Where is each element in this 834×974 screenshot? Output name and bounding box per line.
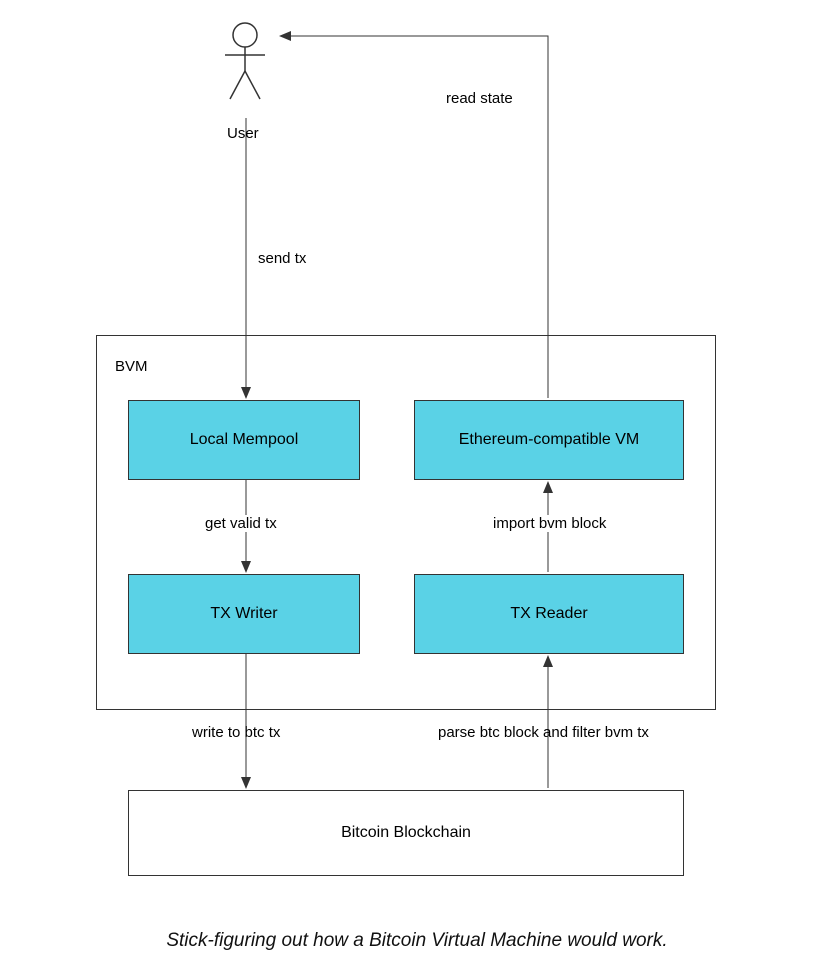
bvm-container-label: BVM	[115, 358, 148, 375]
node-ethereum-vm: Ethereum-compatible VM	[414, 400, 684, 480]
edge-label-send-tx: send tx	[258, 250, 306, 267]
diagram-caption: Stick-figuring out how a Bitcoin Virtual…	[0, 930, 834, 952]
node-tx-reader: TX Reader	[414, 574, 684, 654]
edge-label-read-state: read state	[446, 90, 513, 107]
edge-label-import-bvm: import bvm block	[491, 515, 608, 532]
node-bitcoin-blockchain-label: Bitcoin Blockchain	[341, 824, 471, 842]
node-tx-writer-label: TX Writer	[210, 605, 277, 623]
edge-label-get-valid-tx: get valid tx	[203, 515, 279, 532]
node-tx-writer: TX Writer	[128, 574, 360, 654]
node-local-mempool: Local Mempool	[128, 400, 360, 480]
node-bitcoin-blockchain: Bitcoin Blockchain	[128, 790, 684, 876]
diagram-stage: BVM Local Mempool Ethereum-compatible VM…	[0, 0, 834, 974]
actor-user-label: User	[227, 125, 259, 142]
edge-label-parse-btc: parse btc block and filter bvm tx	[438, 724, 649, 741]
node-local-mempool-label: Local Mempool	[190, 431, 299, 449]
node-ethereum-vm-label: Ethereum-compatible VM	[459, 431, 640, 449]
node-tx-reader-label: TX Reader	[510, 605, 587, 623]
edge-label-write-to-btc: write to btc tx	[192, 724, 280, 741]
